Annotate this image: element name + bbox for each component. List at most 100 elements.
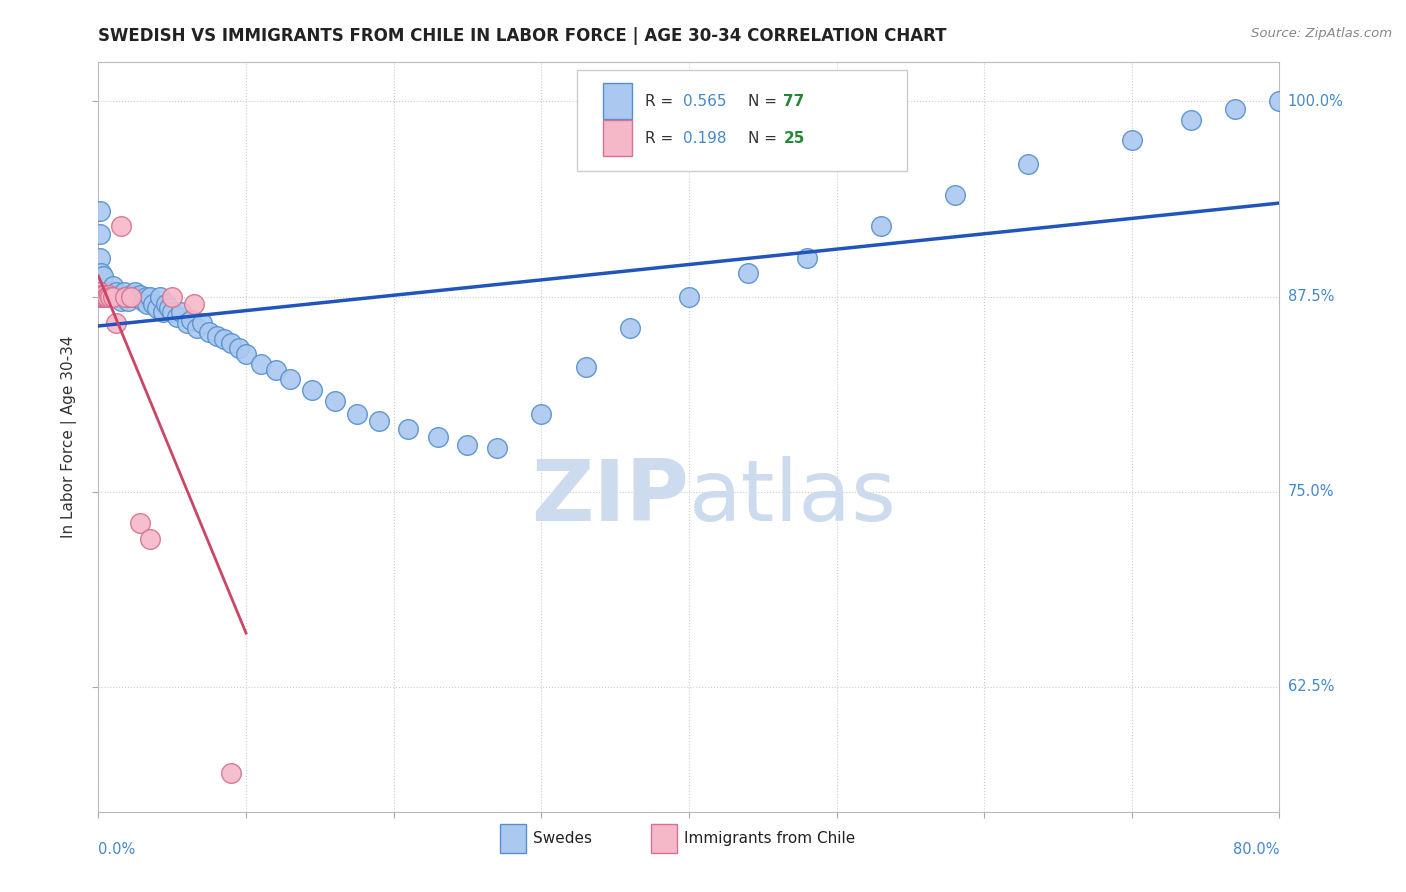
Point	[301, 384, 323, 398]
Text: N =: N =	[748, 94, 782, 109]
Point	[943, 188, 966, 202]
Point	[398, 422, 420, 436]
Point	[228, 341, 250, 355]
Point	[91, 289, 114, 303]
Point	[124, 285, 146, 299]
Point	[90, 289, 112, 303]
Point	[90, 266, 112, 280]
Point	[114, 289, 136, 303]
Point	[180, 313, 202, 327]
FancyBboxPatch shape	[603, 83, 633, 119]
Point	[89, 289, 111, 303]
Point	[120, 288, 142, 302]
Point	[107, 289, 129, 303]
Point	[176, 316, 198, 330]
Point	[1268, 95, 1291, 109]
Point	[118, 289, 141, 303]
Point	[90, 289, 112, 303]
Point	[870, 219, 893, 234]
Point	[1121, 133, 1143, 147]
Point	[1225, 102, 1247, 116]
Text: 77: 77	[783, 94, 804, 109]
Point	[103, 289, 125, 303]
Point	[427, 430, 450, 444]
Point	[98, 289, 121, 303]
Point	[135, 289, 157, 303]
Text: N =: N =	[748, 131, 782, 146]
Point	[120, 289, 142, 303]
Point	[110, 219, 132, 234]
Point	[90, 288, 112, 302]
Point	[105, 285, 128, 299]
Point	[149, 289, 172, 303]
Text: 100.0%: 100.0%	[1288, 94, 1344, 109]
Point	[96, 285, 118, 299]
Point	[737, 266, 759, 280]
Text: Source: ZipAtlas.com: Source: ZipAtlas.com	[1251, 27, 1392, 40]
Point	[103, 289, 125, 303]
Text: atlas: atlas	[689, 456, 897, 539]
Point	[89, 285, 111, 299]
Point	[235, 347, 257, 361]
Point	[91, 288, 114, 302]
FancyBboxPatch shape	[576, 70, 907, 171]
Point	[205, 328, 228, 343]
Text: Immigrants from Chile: Immigrants from Chile	[685, 831, 855, 847]
Point	[114, 289, 136, 303]
Text: 62.5%: 62.5%	[1288, 680, 1334, 694]
Point	[1018, 157, 1040, 171]
Point	[89, 227, 111, 241]
Point	[89, 288, 111, 302]
FancyBboxPatch shape	[603, 120, 633, 156]
Point	[111, 288, 134, 302]
Point	[90, 289, 112, 303]
Point	[91, 289, 114, 303]
Point	[162, 305, 183, 319]
Point	[796, 251, 818, 265]
Point	[128, 288, 150, 302]
Text: 0.0%: 0.0%	[98, 842, 135, 857]
Point	[93, 289, 115, 303]
Point	[198, 326, 221, 340]
Point	[142, 297, 165, 311]
Point	[97, 288, 120, 302]
FancyBboxPatch shape	[651, 824, 678, 853]
Point	[323, 394, 346, 409]
Text: ZIP: ZIP	[531, 456, 689, 539]
Point	[93, 288, 115, 302]
Point	[117, 294, 139, 309]
Point	[619, 320, 641, 334]
Point	[112, 285, 135, 299]
Point	[212, 332, 235, 346]
Point	[183, 297, 205, 311]
Point	[221, 336, 243, 351]
Y-axis label: In Labor Force | Age 30-34: In Labor Force | Age 30-34	[60, 335, 77, 539]
Point	[104, 289, 127, 303]
Point	[678, 289, 700, 303]
Point	[100, 289, 122, 303]
Point	[162, 289, 183, 303]
FancyBboxPatch shape	[501, 824, 526, 853]
Point	[139, 532, 162, 546]
Point	[170, 305, 193, 319]
Point	[157, 301, 180, 315]
Point	[486, 441, 509, 455]
Point	[89, 251, 111, 265]
Point	[96, 289, 118, 303]
Text: 75.0%: 75.0%	[1288, 484, 1334, 500]
Point	[127, 289, 149, 303]
Text: 80.0%: 80.0%	[1233, 842, 1279, 857]
Text: Swedes: Swedes	[533, 831, 592, 847]
Point	[103, 278, 125, 293]
Point	[155, 297, 177, 311]
Point	[152, 305, 174, 319]
Point	[110, 294, 132, 309]
Point	[105, 316, 128, 330]
Text: 0.565: 0.565	[683, 94, 727, 109]
Point	[97, 289, 120, 303]
Point	[122, 289, 145, 303]
Point	[186, 320, 208, 334]
Point	[128, 516, 150, 530]
Text: 0.198: 0.198	[683, 131, 727, 146]
Point	[136, 297, 159, 311]
